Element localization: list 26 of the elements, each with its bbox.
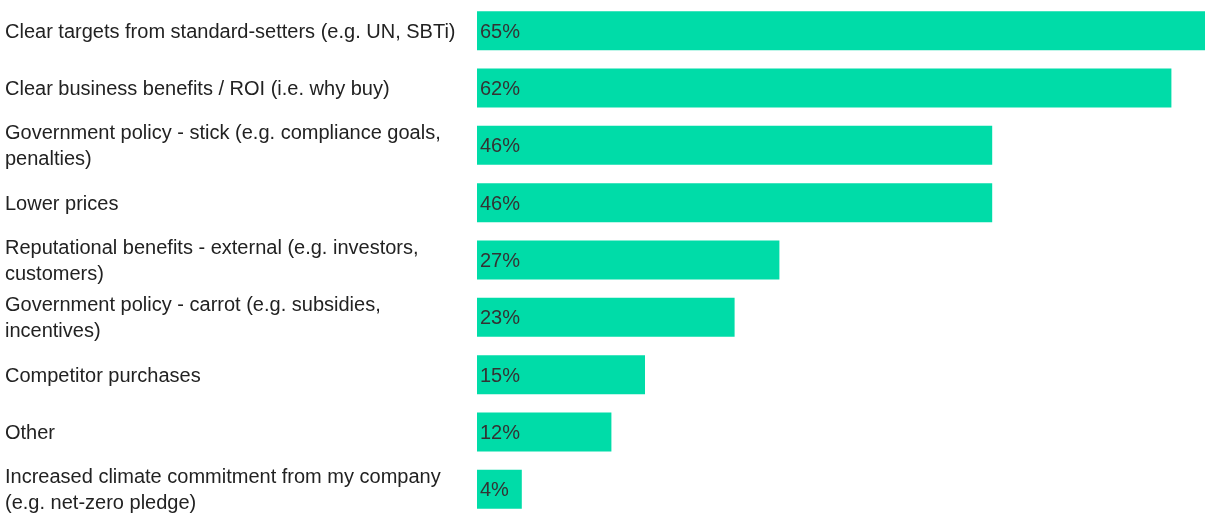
y-tick-label: Other xyxy=(5,421,56,443)
y-tick-label: Government policy - stick (e.g. compliance goals, penalties) xyxy=(5,121,441,169)
data-label: 65% xyxy=(480,19,521,42)
y-tick-label: Government policy - carrot (e.g. subsidies, incentives) xyxy=(5,293,381,341)
y-tick-label: Lower prices xyxy=(5,192,119,214)
bar xyxy=(477,183,993,223)
bar xyxy=(477,125,993,165)
bar xyxy=(477,11,1205,51)
data-label: 62% xyxy=(480,77,521,99)
data-label: 46% xyxy=(480,134,521,157)
bar xyxy=(477,297,735,337)
data-label: 15% xyxy=(480,363,521,386)
bar xyxy=(477,68,1172,108)
y-tick-label: Clear targets from standard-setters (e.g. UN, SBTi) xyxy=(5,20,456,42)
data-label: 46% xyxy=(480,191,521,214)
bar xyxy=(477,412,612,452)
data-label: 23% xyxy=(480,306,521,329)
bar xyxy=(477,240,780,280)
y-tick-label: Increased climate commitment from my company (e.g. net-zero pledge) xyxy=(5,465,441,513)
data-label: 27% xyxy=(480,249,521,271)
y-tick-label: Clear business benefits / ROI (i.e. why buy) xyxy=(5,77,390,99)
bar xyxy=(477,355,645,395)
data-label: 12% xyxy=(480,421,521,443)
y-tick-label: Reputational benefits - external (e.g. investors, customers) xyxy=(5,236,419,284)
data-label: 4% xyxy=(480,478,510,501)
y-tick-label: Competitor purchases xyxy=(5,364,201,386)
